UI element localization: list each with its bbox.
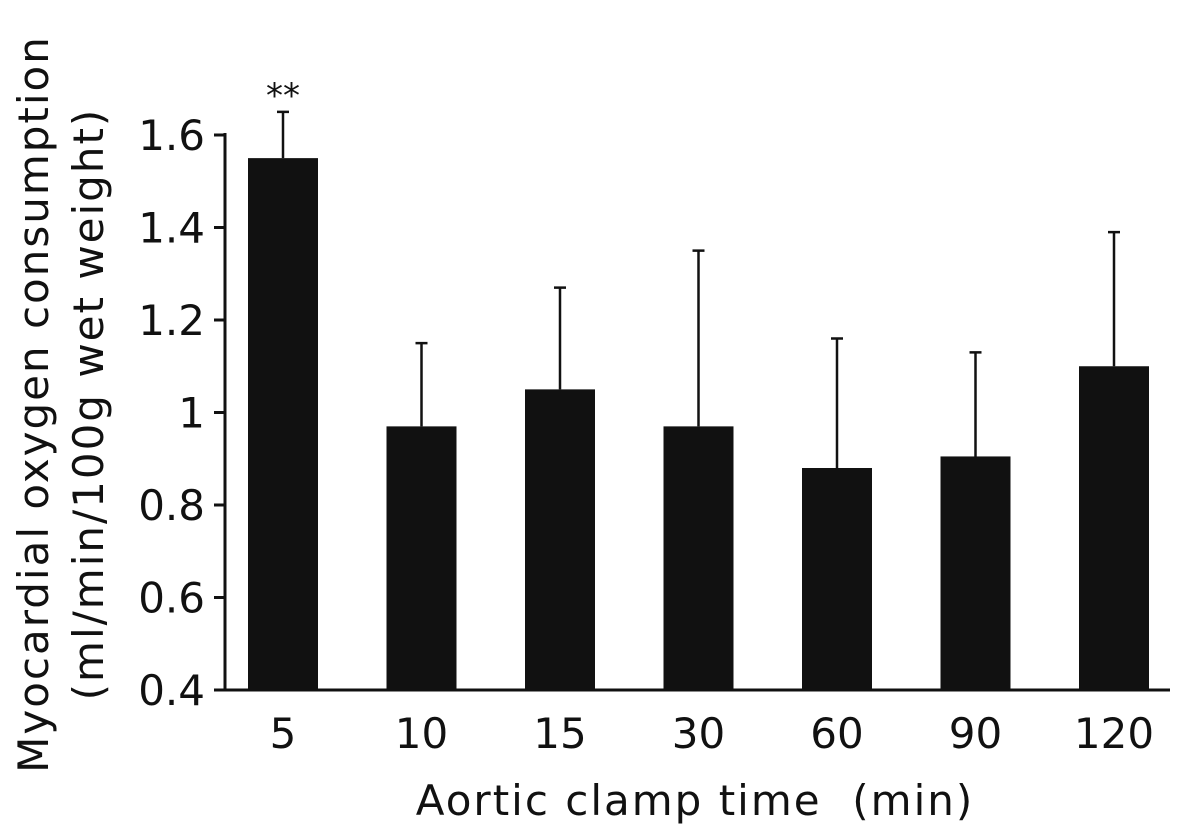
y-tick-label: 1.4: [138, 204, 205, 253]
bar-30: [663, 426, 734, 690]
x-tick-label: 30: [672, 709, 725, 758]
y-tick-label: 0.8: [138, 481, 205, 530]
y-tick-label: 1.6: [138, 111, 205, 160]
y-axis-title: Myocardial oxygen consumption (ml/min/10…: [9, 35, 113, 773]
x-axis-ticks: 5 10 15 30 60 90 120: [270, 709, 1154, 758]
bar-120: [1079, 366, 1149, 690]
bars: [248, 158, 1149, 690]
y-tick-label: 0.6: [138, 574, 205, 623]
bar-90: [940, 456, 1011, 690]
x-tick-label: 5: [270, 709, 297, 758]
bar-15: [525, 389, 595, 690]
y-axis-title-line-1: Myocardial oxygen consumption: [9, 35, 58, 773]
error-bars: [277, 110, 1120, 468]
y-axis-ticks: 0.4 0.6 0.8 1 1.2 1.4 1.6: [138, 111, 225, 715]
y-tick-label: 0.4: [138, 666, 205, 715]
x-tick-label: 10: [395, 709, 448, 758]
significance-marker: **: [266, 76, 300, 116]
y-tick-label: 1.2: [138, 296, 205, 345]
x-tick-label: 15: [533, 709, 586, 758]
x-tick-label: 90: [949, 709, 1002, 758]
bar-5: [248, 158, 318, 690]
y-axis-title-line-2: (ml/min/100g wet weight): [64, 108, 113, 701]
bar-60: [802, 468, 872, 690]
x-tick-label: 120: [1074, 709, 1154, 758]
y-tick-label: 1: [178, 389, 205, 438]
annotations: **: [266, 76, 300, 116]
bar-10: [386, 426, 457, 690]
x-tick-label: 60: [810, 709, 863, 758]
x-axis-title: Aortic clamp time (min): [416, 776, 975, 825]
